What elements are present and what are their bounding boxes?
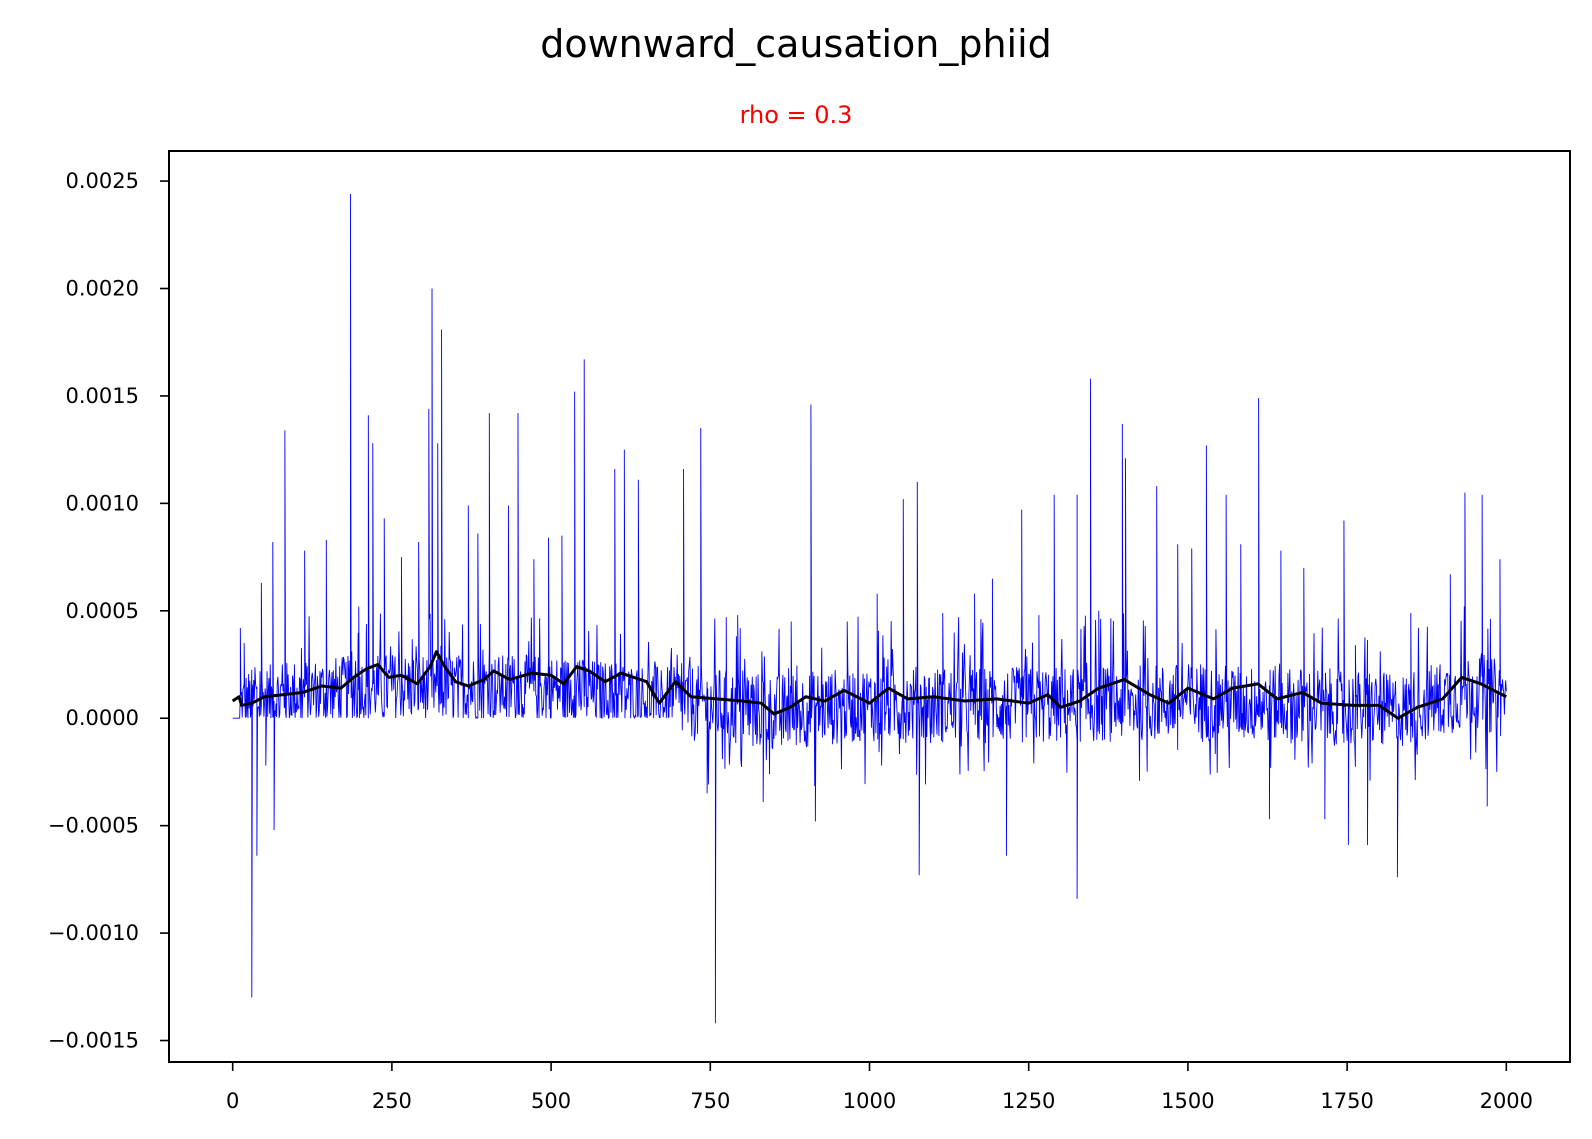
- y-tick-label: 0.0005: [66, 599, 139, 623]
- y-tick-label: 0.0020: [66, 277, 139, 301]
- chart-subtitle: rho = 0.3: [739, 101, 853, 129]
- x-tick-label: 500: [531, 1089, 571, 1113]
- x-tick-label: 750: [690, 1089, 730, 1113]
- series-raw-line: [232, 193, 1507, 1024]
- x-tick-label: 1250: [1002, 1089, 1055, 1113]
- y-tick-label: 0.0015: [66, 384, 139, 408]
- y-tick-label: −0.0005: [48, 814, 139, 838]
- x-tick-label: 250: [372, 1089, 412, 1113]
- series-smoothed-line: [231, 650, 1507, 720]
- x-tick-label: 1000: [843, 1089, 896, 1113]
- y-tick-label: 0.0025: [66, 169, 139, 193]
- x-tick-label: 0: [226, 1089, 239, 1113]
- chart-title: downward_causation_phiid: [540, 22, 1052, 66]
- y-axis: −0.0015 −0.0010 −0.0005 0.0000 0.0005 0.0010 0…: [48, 169, 169, 1053]
- x-tick-label: 2000: [1480, 1089, 1533, 1113]
- chart-marks: [231, 193, 1507, 1024]
- y-tick-label: 0.0010: [66, 491, 139, 515]
- x-tick-label: 1750: [1320, 1089, 1373, 1113]
- x-axis: 0 250 500 750 1000 1250 1500 1750 2000: [226, 1062, 1533, 1113]
- y-tick-label: 0.0000: [66, 706, 139, 730]
- y-tick-label: −0.0015: [48, 1029, 139, 1053]
- y-tick-label: −0.0010: [48, 921, 139, 945]
- plot-area-frame: [168, 150, 1571, 1063]
- x-tick-label: 1500: [1161, 1089, 1214, 1113]
